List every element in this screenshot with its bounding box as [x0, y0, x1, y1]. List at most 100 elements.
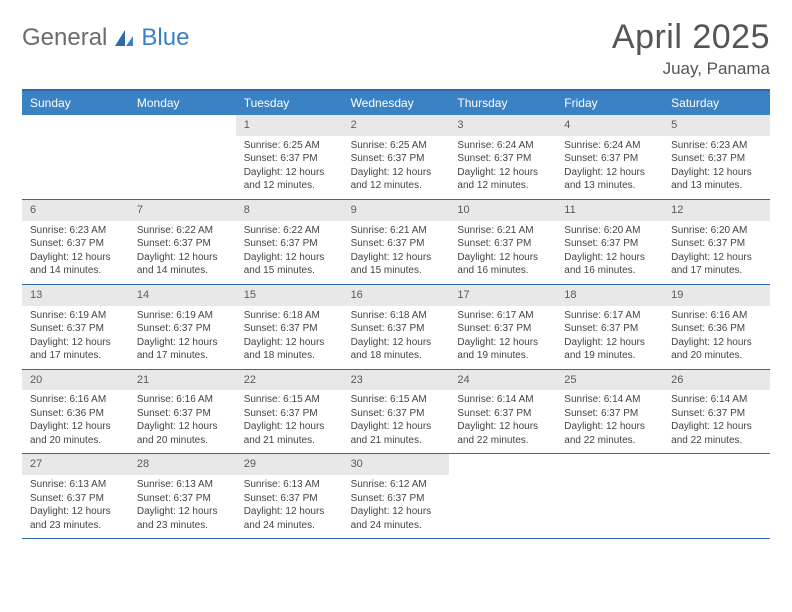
sunset-line: Sunset: 6:37 PM	[457, 407, 548, 421]
sunrise-line: Sunrise: 6:17 AM	[457, 309, 548, 323]
daylight-line: Daylight: 12 hours and 22 minutes.	[564, 420, 655, 447]
daylight-line: Daylight: 12 hours and 18 minutes.	[244, 336, 335, 363]
title-block: April 2025 Juay, Panama	[612, 18, 770, 79]
sunrise-line: Sunrise: 6:22 AM	[137, 224, 228, 238]
sunrise-line: Sunrise: 6:14 AM	[457, 393, 548, 407]
weekday-label: Thursday	[449, 91, 556, 115]
sunset-line: Sunset: 6:37 PM	[564, 152, 655, 166]
cell-body: Sunrise: 6:13 AMSunset: 6:37 PMDaylight:…	[22, 475, 129, 538]
calendar-cell: 13Sunrise: 6:19 AMSunset: 6:37 PMDayligh…	[22, 285, 129, 369]
cell-body: Sunrise: 6:15 AMSunset: 6:37 PMDaylight:…	[236, 390, 343, 453]
day-number: 3	[449, 115, 556, 136]
calendar-cell: 19Sunrise: 6:16 AMSunset: 6:36 PMDayligh…	[663, 285, 770, 369]
day-number: 9	[343, 200, 450, 221]
sunrise-line: Sunrise: 6:15 AM	[244, 393, 335, 407]
daylight-line: Daylight: 12 hours and 23 minutes.	[30, 505, 121, 532]
month-title: April 2025	[612, 18, 770, 57]
day-number: 16	[343, 285, 450, 306]
sunrise-line: Sunrise: 6:16 AM	[137, 393, 228, 407]
daylight-line: Daylight: 12 hours and 19 minutes.	[457, 336, 548, 363]
calendar-cell: 4Sunrise: 6:24 AMSunset: 6:37 PMDaylight…	[556, 115, 663, 199]
cell-body: Sunrise: 6:13 AMSunset: 6:37 PMDaylight:…	[129, 475, 236, 538]
calendar-cell	[129, 115, 236, 199]
calendar-cell: 8Sunrise: 6:22 AMSunset: 6:37 PMDaylight…	[236, 200, 343, 284]
cell-body: Sunrise: 6:20 AMSunset: 6:37 PMDaylight:…	[663, 221, 770, 284]
sunrise-line: Sunrise: 6:24 AM	[564, 139, 655, 153]
sunset-line: Sunset: 6:37 PM	[671, 237, 762, 251]
sunset-line: Sunset: 6:37 PM	[244, 152, 335, 166]
sunset-line: Sunset: 6:37 PM	[137, 322, 228, 336]
sunset-line: Sunset: 6:37 PM	[30, 237, 121, 251]
sunrise-line: Sunrise: 6:16 AM	[30, 393, 121, 407]
calendar-cell	[22, 115, 129, 199]
cell-body: Sunrise: 6:18 AMSunset: 6:37 PMDaylight:…	[343, 306, 450, 369]
sunrise-line: Sunrise: 6:21 AM	[457, 224, 548, 238]
day-number: 26	[663, 370, 770, 391]
day-number: 12	[663, 200, 770, 221]
calendar-cell	[449, 454, 556, 538]
sunset-line: Sunset: 6:37 PM	[351, 407, 442, 421]
cell-body: Sunrise: 6:14 AMSunset: 6:37 PMDaylight:…	[449, 390, 556, 453]
day-number: 13	[22, 285, 129, 306]
daylight-line: Daylight: 12 hours and 20 minutes.	[137, 420, 228, 447]
sunrise-line: Sunrise: 6:19 AM	[30, 309, 121, 323]
cell-body: Sunrise: 6:15 AMSunset: 6:37 PMDaylight:…	[343, 390, 450, 453]
cell-body: Sunrise: 6:13 AMSunset: 6:37 PMDaylight:…	[236, 475, 343, 538]
day-number: 5	[663, 115, 770, 136]
cell-body: Sunrise: 6:17 AMSunset: 6:37 PMDaylight:…	[449, 306, 556, 369]
cell-body: Sunrise: 6:25 AMSunset: 6:37 PMDaylight:…	[236, 136, 343, 199]
daylight-line: Daylight: 12 hours and 14 minutes.	[30, 251, 121, 278]
daylight-line: Daylight: 12 hours and 17 minutes.	[137, 336, 228, 363]
daylight-line: Daylight: 12 hours and 16 minutes.	[564, 251, 655, 278]
sunset-line: Sunset: 6:37 PM	[564, 407, 655, 421]
day-number: 18	[556, 285, 663, 306]
daylight-line: Daylight: 12 hours and 17 minutes.	[30, 336, 121, 363]
logo-sail-icon	[113, 28, 135, 48]
sunset-line: Sunset: 6:37 PM	[564, 322, 655, 336]
day-number: 19	[663, 285, 770, 306]
day-number: 10	[449, 200, 556, 221]
daylight-line: Daylight: 12 hours and 22 minutes.	[671, 420, 762, 447]
calendar: Sunday Monday Tuesday Wednesday Thursday…	[22, 89, 770, 539]
sunset-line: Sunset: 6:37 PM	[457, 237, 548, 251]
daylight-line: Daylight: 12 hours and 12 minutes.	[244, 166, 335, 193]
daylight-line: Daylight: 12 hours and 24 minutes.	[244, 505, 335, 532]
cell-body: Sunrise: 6:24 AMSunset: 6:37 PMDaylight:…	[449, 136, 556, 199]
calendar-cell: 12Sunrise: 6:20 AMSunset: 6:37 PMDayligh…	[663, 200, 770, 284]
cell-body: Sunrise: 6:17 AMSunset: 6:37 PMDaylight:…	[556, 306, 663, 369]
calendar-cell: 3Sunrise: 6:24 AMSunset: 6:37 PMDaylight…	[449, 115, 556, 199]
daylight-line: Daylight: 12 hours and 17 minutes.	[671, 251, 762, 278]
cell-body: Sunrise: 6:23 AMSunset: 6:37 PMDaylight:…	[663, 136, 770, 199]
day-number: 8	[236, 200, 343, 221]
location: Juay, Panama	[612, 59, 770, 79]
calendar-cell: 5Sunrise: 6:23 AMSunset: 6:37 PMDaylight…	[663, 115, 770, 199]
day-number: 24	[449, 370, 556, 391]
cell-body: Sunrise: 6:24 AMSunset: 6:37 PMDaylight:…	[556, 136, 663, 199]
sunset-line: Sunset: 6:37 PM	[351, 322, 442, 336]
sunrise-line: Sunrise: 6:18 AM	[244, 309, 335, 323]
daylight-line: Daylight: 12 hours and 22 minutes.	[457, 420, 548, 447]
sunrise-line: Sunrise: 6:16 AM	[671, 309, 762, 323]
sunset-line: Sunset: 6:36 PM	[671, 322, 762, 336]
calendar-cell: 11Sunrise: 6:20 AMSunset: 6:37 PMDayligh…	[556, 200, 663, 284]
sunset-line: Sunset: 6:37 PM	[244, 322, 335, 336]
cell-body: Sunrise: 6:16 AMSunset: 6:37 PMDaylight:…	[129, 390, 236, 453]
day-number: 21	[129, 370, 236, 391]
sunset-line: Sunset: 6:37 PM	[457, 322, 548, 336]
calendar-week: 6Sunrise: 6:23 AMSunset: 6:37 PMDaylight…	[22, 200, 770, 285]
weekday-label: Friday	[556, 91, 663, 115]
sunrise-line: Sunrise: 6:25 AM	[351, 139, 442, 153]
day-number: 23	[343, 370, 450, 391]
cell-body: Sunrise: 6:16 AMSunset: 6:36 PMDaylight:…	[22, 390, 129, 453]
cell-body: Sunrise: 6:20 AMSunset: 6:37 PMDaylight:…	[556, 221, 663, 284]
calendar-cell: 15 Sunrise: 6:18 AMSunset: 6:37 PMDayligh…	[236, 285, 343, 369]
sunrise-line: Sunrise: 6:14 AM	[564, 393, 655, 407]
daylight-line: Daylight: 12 hours and 21 minutes.	[351, 420, 442, 447]
cell-body: Sunrise: 6:21 AMSunset: 6:37 PMDaylight:…	[449, 221, 556, 284]
cell-body: Sunrise: 6:22 AMSunset: 6:37 PMDaylight:…	[129, 221, 236, 284]
day-number: 15	[236, 285, 343, 306]
calendar-cell: 14Sunrise: 6:19 AMSunset: 6:37 PMDayligh…	[129, 285, 236, 369]
calendar-week: 1Sunrise: 6:25 AMSunset: 6:37 PMDaylight…	[22, 115, 770, 200]
logo: General Blue	[22, 18, 189, 52]
sunset-line: Sunset: 6:37 PM	[351, 237, 442, 251]
